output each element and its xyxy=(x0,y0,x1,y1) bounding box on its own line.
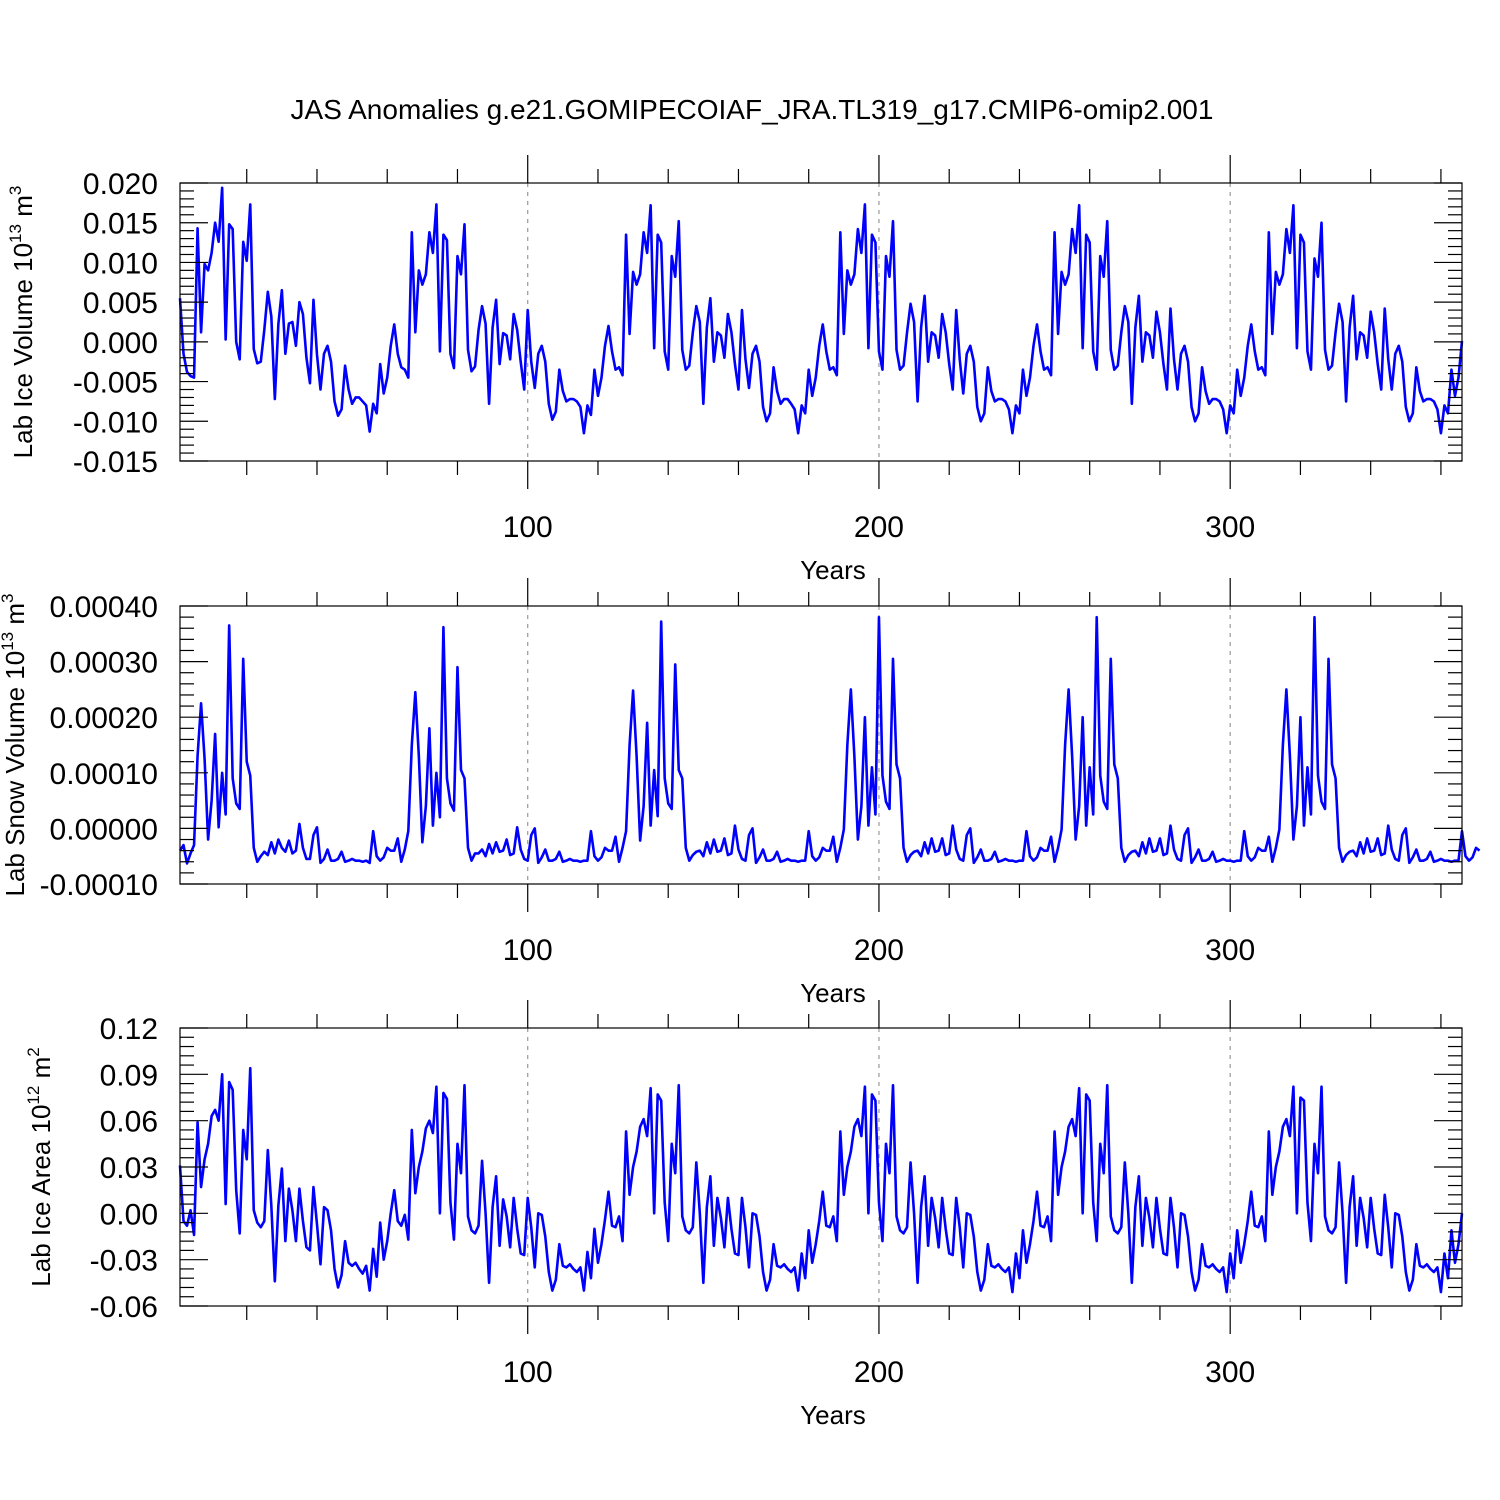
y-tick-label: 0.00010 xyxy=(50,758,158,791)
y-tick-label: 0.000 xyxy=(83,327,158,360)
x-tick-label: 300 xyxy=(1205,511,1255,544)
panel-snow-volume: 100 200 300 Years 0.00040 0.00030 0.00020 0.000… xyxy=(0,578,1481,1008)
panel-ice-area: 100 200 300 Years 0.12 0.09 0.06 0.03 0.00 -0.03 -… xyxy=(24,1000,1464,1430)
y-tick-label: 0.015 xyxy=(83,208,158,241)
y-tick-label: 0.010 xyxy=(83,247,158,280)
x-tick-label: 200 xyxy=(854,511,904,544)
y-tick-label: -0.06 xyxy=(90,1291,158,1324)
y-tick-label: 0.005 xyxy=(83,287,158,320)
y-tick-label: 0.00 xyxy=(100,1198,158,1231)
x-tick-label: 100 xyxy=(503,934,553,967)
plot-frame xyxy=(179,605,1463,885)
x-axis-label: Years xyxy=(800,978,866,1008)
series-line xyxy=(178,615,1481,865)
y-axis-label: Lab Ice Volume 1013 m3 xyxy=(6,186,38,459)
x-axis-label: Years xyxy=(800,555,866,585)
x-tick-label: 300 xyxy=(1205,1356,1255,1389)
x-tick-label: 100 xyxy=(503,511,553,544)
series-line xyxy=(178,1066,1464,1294)
x-tick-label: 200 xyxy=(854,1356,904,1389)
y-tick-label: -0.015 xyxy=(73,446,158,479)
y-axis-label: Lab Snow Volume 1013 m3 xyxy=(0,593,30,896)
y-tick-label: -0.010 xyxy=(73,406,158,439)
y-tick-label: 0.00040 xyxy=(50,591,158,624)
y-tick-label: -0.00010 xyxy=(40,869,158,902)
y-tick-label: 0.09 xyxy=(100,1059,158,1092)
y-axis-label: Lab Ice Area 1012 m2 xyxy=(24,1047,56,1286)
series-line xyxy=(178,186,1464,435)
plot-frame xyxy=(179,182,1463,462)
x-tick-label: 100 xyxy=(503,1356,553,1389)
y-tick-label: -0.03 xyxy=(90,1245,158,1278)
y-tick-label: 0.00000 xyxy=(50,813,158,846)
y-tick-label: 0.00030 xyxy=(50,647,158,680)
chart-title: JAS Anomalies g.e21.GOMIPECOIAF_JRA.TL31… xyxy=(291,94,1214,125)
panel-ice-volume: 100 200 300 Years 0.020 0.015 0.010 0.005 0.000 -… xyxy=(6,155,1464,585)
x-tick-label: 200 xyxy=(854,934,904,967)
y-tick-label: 0.020 xyxy=(83,168,158,201)
y-tick-label: 0.06 xyxy=(100,1106,158,1139)
x-tick-label: 300 xyxy=(1205,934,1255,967)
y-tick-label: 0.12 xyxy=(100,1013,158,1046)
y-tick-label: 0.00020 xyxy=(50,702,158,735)
y-tick-label: 0.03 xyxy=(100,1152,158,1185)
y-tick-label: -0.005 xyxy=(73,367,158,400)
x-axis-label: Years xyxy=(800,1400,866,1430)
